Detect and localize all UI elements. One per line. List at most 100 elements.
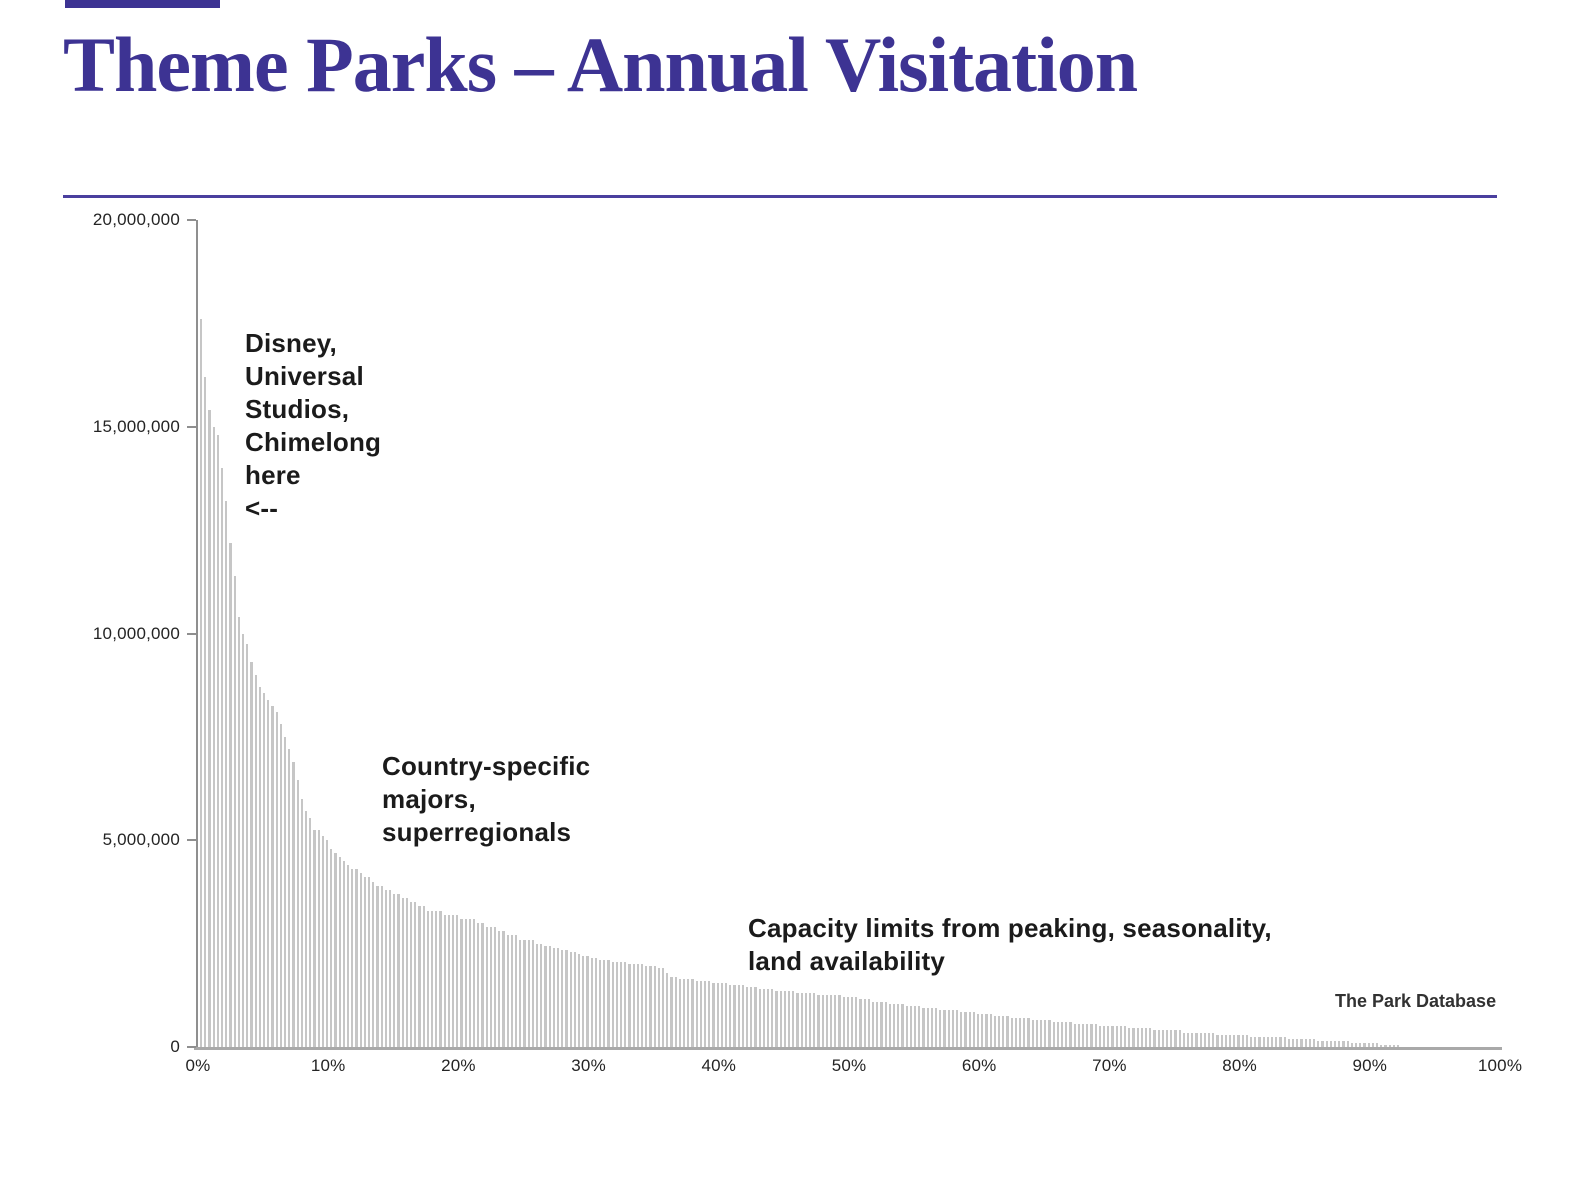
- visitation-bar: [1376, 1042, 1379, 1047]
- visitation-bar: [960, 1011, 963, 1047]
- visitation-bar: [1090, 1024, 1093, 1047]
- visitation-bar: [884, 1001, 887, 1047]
- visitation-bar: [1304, 1038, 1307, 1047]
- visitation-bar: [1308, 1038, 1312, 1047]
- visitation-bar: [1195, 1032, 1198, 1047]
- visitation-bar: [767, 989, 770, 1047]
- visitation-bar: [1287, 1038, 1291, 1047]
- visitation-bar: [1094, 1024, 1097, 1047]
- visitation-bar: [1212, 1032, 1215, 1047]
- visitation-bar: [695, 980, 698, 1047]
- visitation-bar: [401, 898, 404, 1047]
- visitation-bar: [225, 501, 228, 1047]
- visitation-bar: [460, 918, 463, 1047]
- visitation-bar: [943, 1009, 946, 1047]
- visitation-bar: [586, 956, 589, 1047]
- visitation-bar: [1380, 1044, 1383, 1047]
- visitation-bar: [599, 960, 602, 1047]
- visitation-bar: [607, 960, 610, 1047]
- visitation-bar: [687, 978, 690, 1047]
- visitation-bar: [288, 749, 291, 1047]
- visitation-bar: [326, 840, 329, 1047]
- visitation-bar: [468, 918, 472, 1047]
- visitation-bar: [1161, 1030, 1165, 1047]
- visitation-bar: [338, 856, 341, 1047]
- visitation-bar: [452, 914, 455, 1047]
- visitation-bar: [544, 945, 547, 1047]
- visitation-bar: [384, 889, 388, 1047]
- visitation-bar: [666, 972, 669, 1047]
- plot: 20,000,000 15,000,000 10,000,000 5,000,000 0…: [93, 210, 1522, 1075]
- visitation-bar: [796, 993, 799, 1047]
- visitation-bar: [1061, 1022, 1064, 1047]
- visitation-bar: [1069, 1022, 1072, 1047]
- visitation-bar: [380, 885, 383, 1047]
- visitation-bar: [1384, 1044, 1387, 1047]
- visitation-bar: [254, 674, 257, 1047]
- visitation-bar: [435, 910, 438, 1047]
- visitation-bar: [1397, 1044, 1400, 1047]
- visitation-bar: [1216, 1034, 1219, 1047]
- visitation-bar: [620, 962, 623, 1047]
- visitation-bar: [1010, 1018, 1013, 1047]
- visitation-bar: [519, 939, 522, 1047]
- visitation-bar: [502, 931, 505, 1047]
- visitation-bar: [939, 1009, 942, 1047]
- y-axis-label: 10,000,000: [92, 623, 180, 643]
- visitation-bar: [1279, 1036, 1282, 1047]
- visitation-bar: [947, 1009, 950, 1047]
- visitation-bar: [1245, 1034, 1249, 1047]
- visitation-bar: [741, 984, 745, 1047]
- visitation-bar: [981, 1013, 984, 1047]
- x-axis-label: 50%: [831, 1056, 867, 1075]
- visitation-bar: [628, 964, 631, 1047]
- visitation-bar: [1056, 1022, 1060, 1047]
- visitation-bar: [1325, 1040, 1328, 1047]
- annotation-mid-parks: Country-specific majors, superregionals: [382, 751, 591, 847]
- visitation-bar: [918, 1005, 921, 1047]
- visitation-bar: [1371, 1042, 1375, 1047]
- visitation-bar: [1086, 1024, 1089, 1047]
- visitation-bar: [1208, 1032, 1211, 1047]
- visitation-bar: [309, 817, 312, 1047]
- visitation-bar: [905, 1005, 908, 1047]
- visitation-bar: [876, 1001, 879, 1047]
- visitation-bar: [1140, 1028, 1144, 1047]
- visitation-bar: [1006, 1016, 1009, 1047]
- visitation-bar: [1048, 1020, 1051, 1047]
- visitation-bar: [1283, 1036, 1286, 1047]
- visitation-bar: [1002, 1016, 1005, 1047]
- visitation-bar: [733, 984, 736, 1047]
- visitation-bar: [1254, 1036, 1257, 1047]
- visitation-bar: [1023, 1018, 1026, 1047]
- visitation-bar: [1145, 1028, 1148, 1047]
- visitation-bar: [1182, 1032, 1186, 1047]
- visitation-bar: [494, 927, 497, 1047]
- visitation-bar: [565, 949, 568, 1047]
- visitation-bar: [347, 865, 350, 1047]
- visitation-bar: [321, 836, 325, 1047]
- x-axis-label: 100%: [1477, 1056, 1523, 1075]
- visitation-bar: [863, 999, 866, 1047]
- visitation-bar: [200, 319, 203, 1047]
- visitation-bar: [531, 939, 535, 1047]
- visitation-bar: [1149, 1028, 1152, 1047]
- visitation-bar: [998, 1016, 1001, 1047]
- visitation-bar: [250, 662, 253, 1047]
- visitation-bar: [1355, 1042, 1358, 1047]
- visitation-bar: [834, 995, 837, 1047]
- visitation-bar: [855, 997, 858, 1047]
- visitation-bar: [725, 982, 728, 1047]
- visitation-bar: [510, 935, 514, 1047]
- visitation-bar: [1073, 1024, 1076, 1047]
- x-axis-label: 10%: [310, 1056, 346, 1075]
- visitation-bar: [792, 991, 795, 1047]
- visitation-bar: [1329, 1040, 1333, 1047]
- visitation-bar: [578, 953, 581, 1047]
- visitation-bar: [271, 705, 274, 1047]
- visitation-bar: [1082, 1024, 1085, 1047]
- visitation-bar: [279, 724, 283, 1047]
- visitation-bar: [838, 995, 841, 1047]
- visitation-bar: [1027, 1018, 1030, 1047]
